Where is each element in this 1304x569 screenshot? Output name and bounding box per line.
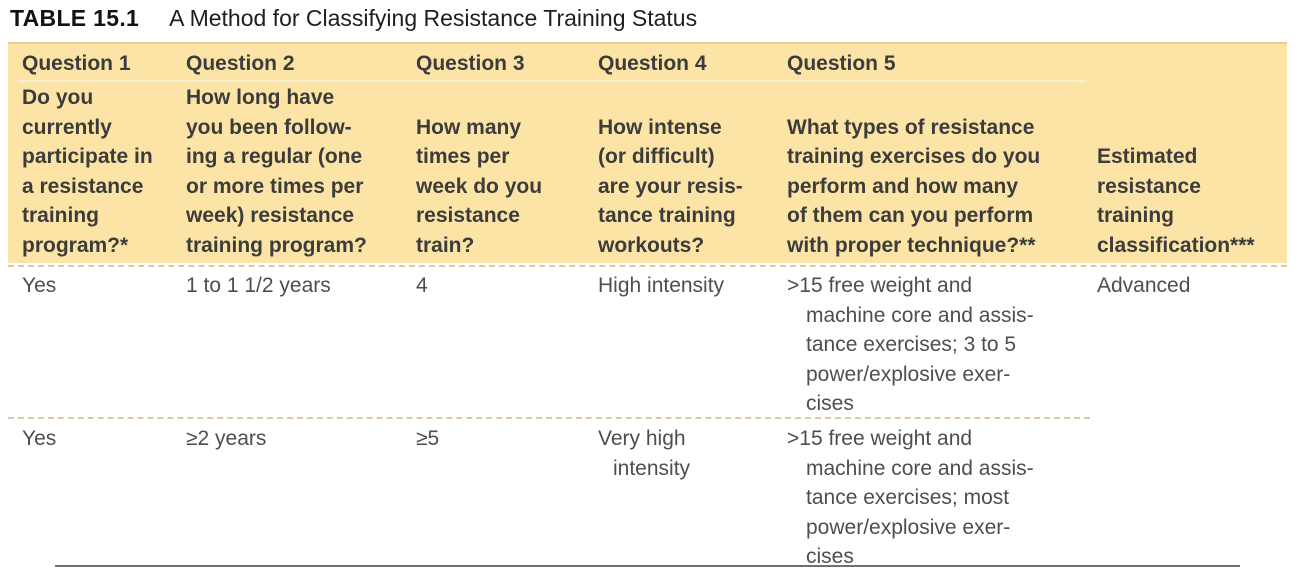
table-header-panel: Question 1 Question 2 Question 3 Questio… — [8, 42, 1287, 263]
header-separator-line — [8, 265, 1287, 267]
row2-q5-answer: >15 free weight and machine core and ass… — [787, 427, 1034, 568]
question-label-5: Question 5 — [787, 52, 896, 75]
column-header-q4: How intense (or difficult) are your resi… — [598, 115, 743, 257]
column-header-q1: Do you currently participate in a resist… — [22, 86, 153, 257]
question-label-1: Question 1 — [22, 52, 131, 75]
column-header-q5: What types of resistance training exerci… — [787, 115, 1041, 257]
row2-classification — [1097, 424, 1287, 569]
column-header-q3: How many times per week do you resistanc… — [416, 115, 543, 257]
row1-classification: Advanced — [1097, 274, 1191, 297]
question-label-spacer — [1097, 52, 1287, 76]
column-header-q2: How long have you been follow- ing a reg… — [186, 86, 367, 257]
row1-q4-answer: High intensity — [598, 274, 725, 297]
row-separator-line — [8, 417, 1090, 419]
row1-q2-answer: 1 to 1 1/2 years — [186, 274, 331, 297]
row2-q3-answer: ≥5 — [416, 427, 440, 450]
question-label-2: Question 2 — [186, 52, 295, 75]
question-label-4: Question 4 — [598, 52, 707, 75]
bottom-crop-rule — [55, 565, 1240, 567]
row2-q4-answer: Very high intensity — [598, 427, 691, 480]
table-row: Yes ≥2 years ≥5 Very high intensity >15 … — [8, 424, 1287, 569]
table-row: Yes 1 to 1 1/2 years 4 High intensity >1… — [8, 271, 1287, 419]
row1-q3-answer: 4 — [416, 274, 428, 297]
row1-q1-answer: Yes — [22, 274, 57, 297]
table-title: TABLE 15.1 A Method for Classifying Resis… — [10, 5, 697, 32]
header-underline-rule — [18, 80, 1086, 82]
column-header-row: Do you currently participate in a resist… — [8, 83, 1287, 260]
row2-q1-answer: Yes — [22, 427, 57, 450]
row2-q2-answer: ≥2 years — [186, 427, 267, 450]
table-caption: A Method for Classifying Resistance Trai… — [169, 5, 698, 31]
table-number: TABLE 15.1 — [10, 5, 140, 31]
column-header-classification: Estimated resistance training classifica… — [1097, 145, 1255, 257]
question-label-3: Question 3 — [416, 52, 525, 75]
question-label-row: Question 1 Question 2 Question 3 Questio… — [8, 52, 1287, 76]
row1-q5-answer: >15 free weight and machine core and ass… — [787, 274, 1034, 415]
